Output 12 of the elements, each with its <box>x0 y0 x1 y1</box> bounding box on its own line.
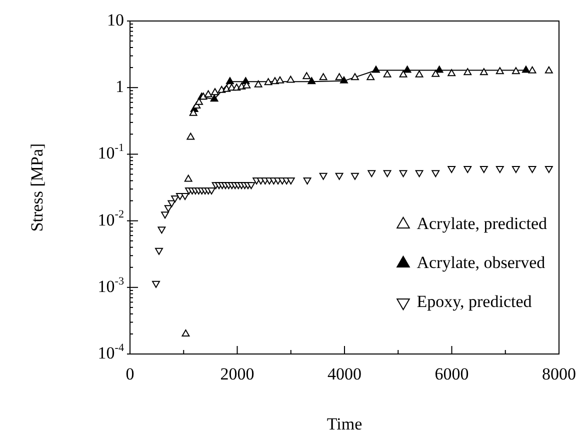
y-tick-label: 1 <box>116 77 124 96</box>
x-tick-label: 6000 <box>434 364 469 384</box>
legend-label: Acrylate, predicted <box>416 214 548 233</box>
x-tick-label: 4000 <box>328 364 362 384</box>
x-tick-label: 2000 <box>220 364 254 384</box>
x-tick-label: 0 <box>126 364 134 384</box>
legend-label: Epoxy, predicted <box>416 292 532 311</box>
y-axis-title: Stress [MPa] <box>27 143 46 232</box>
y-tick-label: 10 <box>107 10 124 30</box>
legend-label: Acrylate, observed <box>416 252 546 272</box>
x-axis-title: Time <box>326 414 362 434</box>
x-tick-label: 8000 <box>542 364 576 384</box>
